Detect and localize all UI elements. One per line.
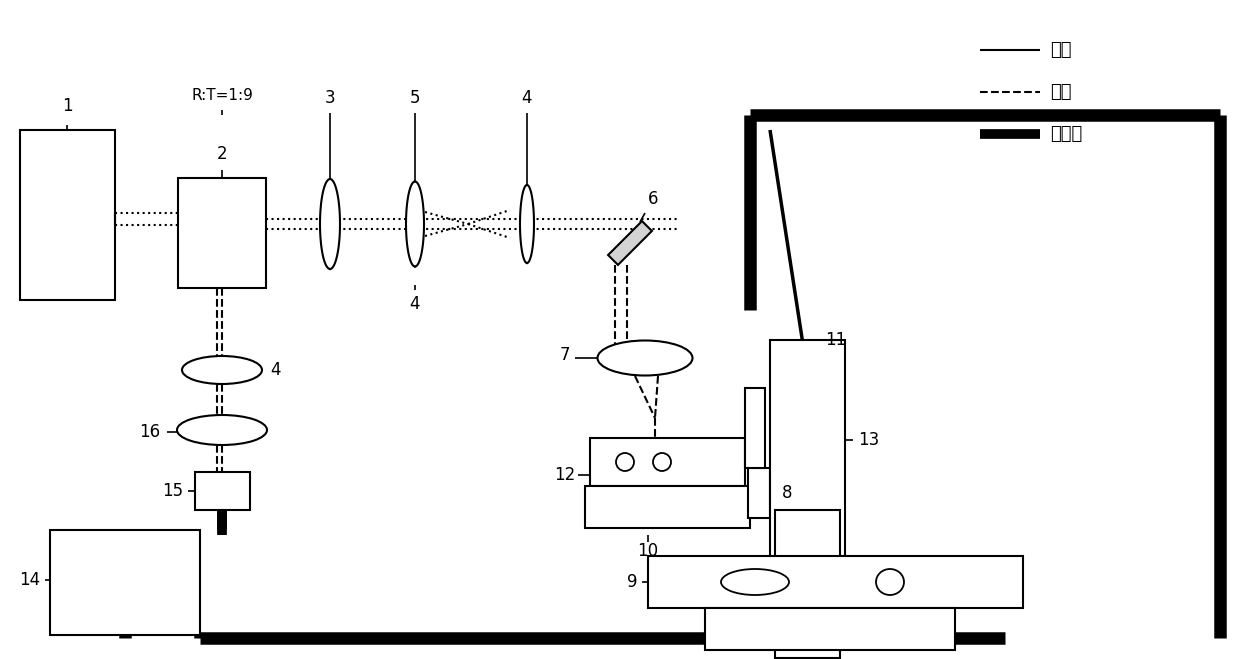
Bar [179, 178, 267, 288]
Bar [706, 608, 955, 650]
Bar [775, 510, 839, 658]
Text: 15: 15 [162, 482, 184, 500]
Ellipse shape [720, 569, 789, 595]
Text: 7: 7 [559, 346, 570, 364]
Text: 14: 14 [19, 571, 40, 589]
Text: 元件: 元件 [1050, 41, 1071, 59]
Text: 2: 2 [217, 145, 227, 163]
Ellipse shape [177, 415, 267, 445]
Bar [20, 130, 115, 300]
Text: 13: 13 [858, 431, 879, 449]
Text: 8: 8 [782, 484, 792, 502]
Text: 3: 3 [325, 89, 335, 107]
Bar [585, 486, 750, 528]
Bar [745, 388, 765, 468]
Bar [770, 340, 844, 585]
Text: 数据线: 数据线 [1050, 125, 1083, 143]
Text: 10: 10 [637, 542, 658, 560]
Text: 5: 5 [409, 89, 420, 107]
Polygon shape [608, 221, 652, 265]
Bar [590, 438, 745, 486]
Text: 9: 9 [627, 573, 639, 591]
Text: 16: 16 [139, 423, 160, 441]
Text: 11: 11 [825, 331, 846, 349]
Bar [50, 530, 200, 635]
Text: R:T=1:9: R:T=1:9 [191, 88, 253, 103]
Ellipse shape [182, 356, 262, 384]
Text: 激光: 激光 [1050, 83, 1071, 101]
Bar [748, 468, 770, 518]
Text: 1: 1 [62, 97, 72, 115]
Bar [195, 472, 250, 510]
Ellipse shape [875, 569, 904, 595]
Text: 4: 4 [522, 89, 532, 107]
Ellipse shape [598, 341, 692, 376]
Bar [649, 556, 1023, 608]
Text: 4: 4 [270, 361, 280, 379]
Text: 12: 12 [554, 466, 575, 484]
Text: 6: 6 [649, 190, 658, 208]
Text: 4: 4 [409, 295, 420, 313]
